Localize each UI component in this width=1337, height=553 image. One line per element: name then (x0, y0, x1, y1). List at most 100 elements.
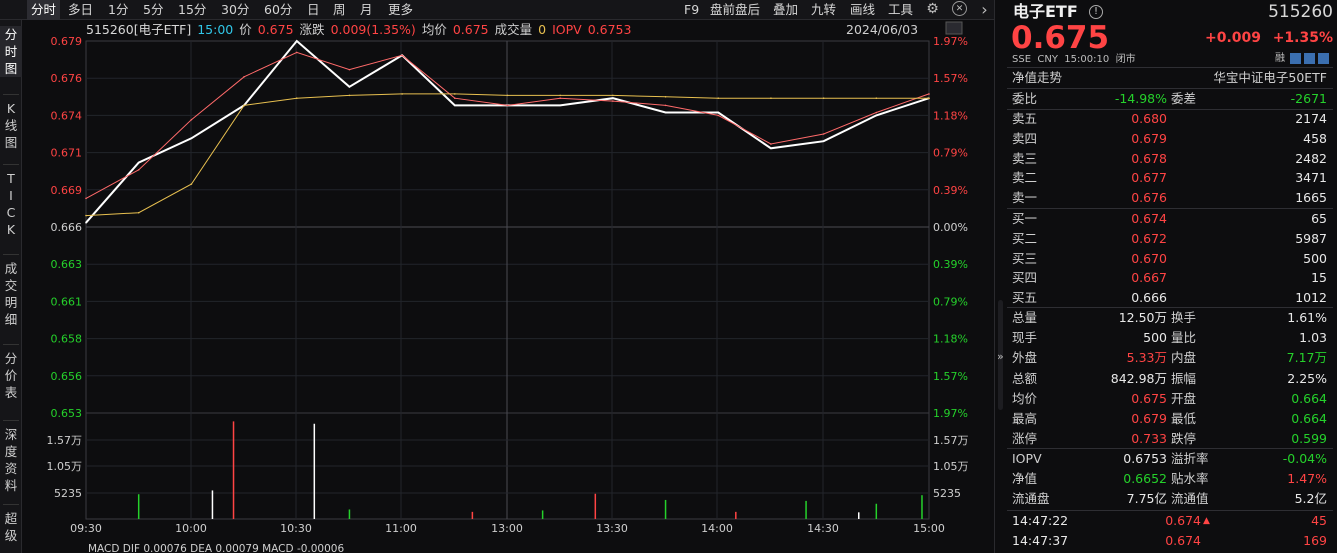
volume-bar (313, 423, 316, 519)
tab-divider (3, 344, 19, 345)
stat-row: 涨停 0.733 跌停 0.599 (1007, 429, 1331, 449)
edit-icon[interactable] (1290, 53, 1301, 64)
price-tick-label: 0.674 (51, 109, 83, 122)
period-tab-10[interactable]: 更多 (388, 2, 414, 17)
period-tab-2[interactable]: 1分 (108, 2, 129, 17)
nav-trend-label[interactable]: 净值走势 (1012, 70, 1063, 85)
toolbar-item-2[interactable]: 叠加 (773, 2, 799, 17)
price-tick-label: 0.653 (51, 407, 83, 420)
period-tab-3[interactable]: 5分 (143, 2, 164, 17)
weibi-label: 委比 (1012, 91, 1038, 106)
stat-label: 涨停 (1012, 431, 1038, 447)
period-tab-5[interactable]: 30分 (221, 2, 250, 17)
pct-tick-label: 1.57% (933, 370, 968, 383)
stat-label-2: 量比 (1171, 330, 1197, 346)
period-tab-9[interactable]: 月 (360, 2, 373, 17)
period-tab-1[interactable]: 多日 (68, 2, 94, 17)
book-level-label: 卖三 (1012, 150, 1038, 166)
bid-row: 买五 0.666 1012 (1007, 288, 1331, 308)
avg-value: 0.675 (452, 22, 489, 37)
avg-label: 均价 (421, 22, 447, 37)
tick-price: 0.674 (1165, 513, 1201, 528)
price-tick-label: 0.663 (51, 258, 83, 271)
market-meta: SSE CNY 15:00:10 闭市 (1012, 54, 1136, 65)
stat-label: 净值 (1012, 471, 1038, 487)
book-level-label: 卖二 (1012, 170, 1038, 186)
series-point (770, 97, 772, 100)
panel-splitter[interactable]: » (994, 0, 1006, 553)
series-point (612, 97, 614, 100)
stat-label: 总额 (1012, 370, 1038, 386)
splitter-grip[interactable] (998, 300, 1003, 410)
volume-tick-label: 1.05万 (47, 460, 83, 473)
stat-value: 12.50万 (1118, 310, 1167, 325)
close-icon[interactable]: ✕ (952, 1, 967, 16)
info-icon[interactable]: ! (1089, 5, 1103, 19)
volume-bar (471, 511, 474, 519)
stat-value-2: 1.47% (1287, 471, 1327, 487)
view-tab-6[interactable]: 超 级 (4, 511, 18, 543)
security-name: 电子ETF (1013, 2, 1078, 21)
pct-tick-label: 0.79% (933, 147, 968, 160)
stat-label-2: 溢折率 (1171, 451, 1209, 466)
view-tab-4[interactable]: 分 价 表 (4, 351, 18, 400)
toolbar-item-4[interactable]: 画线 (850, 2, 876, 17)
period-tab-6[interactable]: 60分 (264, 2, 293, 17)
period-tab-4[interactable]: 15分 (178, 2, 207, 17)
ask-row: 卖四 0.679 458 (1007, 129, 1331, 149)
toolbar-item-0[interactable]: F9 (684, 2, 700, 17)
security-code: 515260 (1268, 2, 1333, 22)
stat-label-2: 内盘 (1171, 350, 1197, 366)
view-tab-0[interactable]: 分 时 图 (0, 26, 22, 77)
book-price: 0.679 (1131, 130, 1167, 146)
stat-label-2: 开盘 (1171, 390, 1197, 406)
toolbar-item-1[interactable]: 盘前盘后 (710, 2, 761, 17)
series-point (454, 93, 456, 95)
volume-tick-label-right: 1.05万 (933, 460, 969, 473)
period-tab-0[interactable]: 分时 (27, 0, 61, 20)
chevron-right-icon[interactable]: › (981, 0, 988, 19)
pen-icon[interactable] (1304, 53, 1315, 64)
period-toolbar: 分时 多日 1分 5分 15分 30分 60分日周月更多 F9 盘前盘后 叠加 九转 画线 工具 ⚙ ✕ › (0, 0, 994, 20)
tab-divider (3, 164, 19, 165)
nav-trend-row[interactable]: 净值走势 华宝中证电子50ETF (1007, 68, 1331, 88)
series-point (770, 143, 772, 145)
period-tab-7[interactable]: 日 (307, 2, 320, 17)
settings-icon[interactable]: ⚙ (926, 1, 939, 17)
stat-label: 流通盘 (1012, 491, 1050, 507)
time-tick-label: 11:00 (385, 522, 417, 535)
time-tick-label: 14:00 (701, 522, 733, 535)
bid-row: 买一 0.674 65 (1007, 209, 1331, 229)
toolbar-item-3[interactable]: 九转 (811, 2, 837, 17)
period-tab-8[interactable]: 周 (333, 2, 346, 17)
view-tab-5[interactable]: 深 度 资 料 (4, 427, 18, 493)
toolbar-item-5[interactable]: 工具 (888, 2, 914, 17)
view-tab-2[interactable]: T I C K (6, 171, 16, 237)
series-point (137, 168, 140, 171)
view-tab-1[interactable]: K 线 图 (4, 101, 18, 150)
book-level-label: 卖一 (1012, 190, 1038, 206)
collapse-arrow-icon[interactable]: » (997, 350, 1004, 363)
left-view-tabs: 分 时 图 K 线 图 T I C K 成 交 明 细分 价 表深 度 资 料超 级 (0, 20, 22, 553)
series-point (559, 94, 561, 97)
book-volume: 1665 (1295, 190, 1327, 206)
volume-bar (594, 493, 597, 519)
price-tick-label: 0.676 (51, 72, 83, 85)
ask-row: 卖五 0.680 2174 (1007, 109, 1331, 129)
book-price: 0.678 (1131, 150, 1167, 166)
volume-tick-label: 1.57万 (47, 434, 83, 447)
time: 15:00 (197, 22, 234, 37)
book-volume: 5987 (1295, 230, 1327, 246)
book-price: 0.680 (1131, 111, 1167, 126)
volume-bar (805, 500, 807, 519)
stat-value: 842.98万 (1110, 370, 1167, 386)
view-tab-3[interactable]: 成 交 明 细 (4, 261, 18, 327)
expand-icon[interactable] (1318, 53, 1329, 64)
price-tick-label: 0.656 (51, 370, 83, 383)
series-point (243, 104, 245, 107)
stat-label: 最高 (1012, 411, 1038, 426)
index-name: 华宝中证电子50ETF (1213, 70, 1327, 85)
intraday-chart[interactable]: 0.679 1.97% 0.676 1.57% 0.674 1.18% 0.671 0.79%… (0, 0, 994, 553)
series-point (928, 97, 930, 100)
price-tick-label: 0.671 (51, 147, 83, 160)
